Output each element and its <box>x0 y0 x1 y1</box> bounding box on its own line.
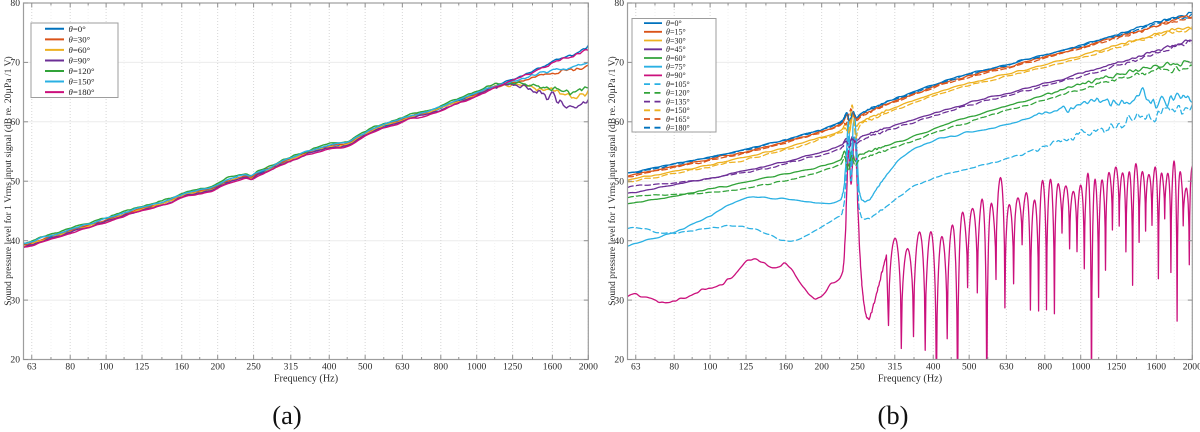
svg-text:θ=150°: θ=150° <box>69 77 95 87</box>
svg-text:Sound pressure level for 1 Vrm: Sound pressure level for 1 Vrms input si… <box>607 56 618 305</box>
svg-text:θ=30°: θ=30° <box>69 35 91 45</box>
svg-text:1000: 1000 <box>1071 362 1090 373</box>
svg-text:500: 500 <box>358 362 373 373</box>
svg-text:800: 800 <box>1038 362 1053 373</box>
svg-text:20: 20 <box>10 355 20 366</box>
svg-text:θ=60°: θ=60° <box>666 54 686 63</box>
svg-text:θ=45°: θ=45° <box>666 45 686 54</box>
svg-text:30: 30 <box>614 295 624 306</box>
svg-text:80: 80 <box>10 0 20 9</box>
svg-text:(b): (b) <box>878 400 909 430</box>
svg-text:160: 160 <box>779 362 794 373</box>
svg-text:θ=75°: θ=75° <box>666 63 686 72</box>
svg-text:630: 630 <box>999 362 1014 373</box>
svg-text:θ=90°: θ=90° <box>666 71 686 80</box>
svg-text:250: 250 <box>246 362 261 373</box>
svg-text:Sound pressure level for 1 Vrm: Sound pressure level for 1 Vrms input si… <box>3 56 14 305</box>
svg-text:2000: 2000 <box>579 362 598 373</box>
svg-text:θ=0°: θ=0° <box>69 24 87 34</box>
svg-text:315: 315 <box>284 362 299 373</box>
svg-text:200: 200 <box>211 362 226 373</box>
svg-text:160: 160 <box>175 362 190 373</box>
svg-text:400: 400 <box>322 362 337 373</box>
svg-text:θ=0°: θ=0° <box>666 19 682 28</box>
svg-text:80: 80 <box>65 362 75 373</box>
svg-text:125: 125 <box>135 362 150 373</box>
svg-text:630: 630 <box>395 362 410 373</box>
svg-text:θ=165°: θ=165° <box>666 115 690 124</box>
svg-text:315: 315 <box>888 362 903 373</box>
svg-text:θ=120°: θ=120° <box>666 89 690 98</box>
svg-text:100: 100 <box>703 362 718 373</box>
svg-text:63: 63 <box>631 362 641 373</box>
svg-text:1250: 1250 <box>503 362 522 373</box>
svg-text:40: 40 <box>10 236 20 247</box>
svg-text:40: 40 <box>614 236 624 247</box>
svg-text:250: 250 <box>850 362 865 373</box>
svg-text:50: 50 <box>614 176 624 187</box>
svg-text:400: 400 <box>926 362 941 373</box>
svg-text:θ=30°: θ=30° <box>666 36 686 45</box>
svg-text:500: 500 <box>962 362 977 373</box>
svg-text:200: 200 <box>815 362 830 373</box>
svg-text:θ=60°: θ=60° <box>69 45 91 55</box>
svg-text:80: 80 <box>669 362 679 373</box>
svg-text:20: 20 <box>614 355 624 366</box>
svg-text:2000: 2000 <box>1183 362 1200 373</box>
svg-text:125: 125 <box>739 362 754 373</box>
svg-text:Frequency (Hz): Frequency (Hz) <box>878 374 942 385</box>
svg-text:θ=90°: θ=90° <box>69 56 91 66</box>
svg-text:θ=120°: θ=120° <box>69 66 95 76</box>
svg-text:θ=180°: θ=180° <box>666 124 690 133</box>
svg-text:(a): (a) <box>272 400 301 430</box>
svg-text:θ=105°: θ=105° <box>666 80 690 89</box>
svg-text:60: 60 <box>614 117 624 128</box>
svg-text:θ=135°: θ=135° <box>666 97 690 106</box>
svg-text:Frequency (Hz): Frequency (Hz) <box>274 374 338 385</box>
svg-text:70: 70 <box>614 58 624 69</box>
svg-text:1600: 1600 <box>543 362 562 373</box>
svg-text:800: 800 <box>434 362 449 373</box>
svg-text:60: 60 <box>10 117 20 128</box>
svg-text:30: 30 <box>10 295 20 306</box>
svg-text:θ=15°: θ=15° <box>666 28 686 37</box>
svg-text:θ=150°: θ=150° <box>666 106 690 115</box>
svg-text:100: 100 <box>99 362 114 373</box>
svg-text:63: 63 <box>27 362 37 373</box>
svg-text:1600: 1600 <box>1147 362 1166 373</box>
svg-text:1250: 1250 <box>1107 362 1126 373</box>
svg-text:θ=180°: θ=180° <box>69 87 95 97</box>
svg-text:50: 50 <box>10 176 20 187</box>
svg-text:1000: 1000 <box>467 362 486 373</box>
svg-text:80: 80 <box>614 0 624 9</box>
svg-text:70: 70 <box>10 58 20 69</box>
